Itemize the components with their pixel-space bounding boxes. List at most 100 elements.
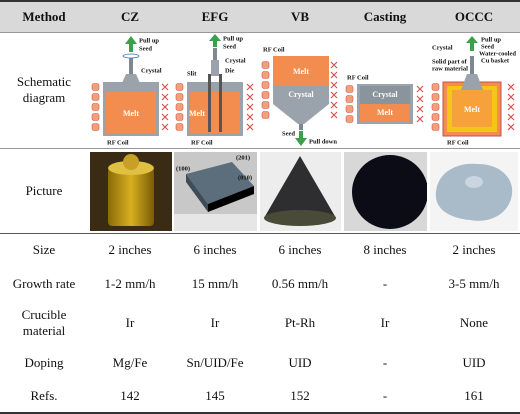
table-cell: Ir xyxy=(210,314,220,330)
header-cell: VB xyxy=(290,8,310,24)
seed xyxy=(299,124,303,130)
top-rule xyxy=(0,0,520,2)
label: Slit xyxy=(187,70,197,77)
table-cell: 142 xyxy=(120,388,140,403)
coil xyxy=(507,113,515,121)
coil xyxy=(246,83,254,91)
coil xyxy=(416,115,424,123)
melt xyxy=(273,56,329,86)
ruler xyxy=(174,214,257,231)
coil xyxy=(507,103,515,111)
header-cell: Method xyxy=(22,8,66,24)
coil xyxy=(345,105,354,113)
label: Seed xyxy=(139,45,152,52)
arrow xyxy=(129,44,133,52)
die xyxy=(208,74,211,132)
table-cell: Pt-Rh xyxy=(284,314,316,330)
crystal xyxy=(264,156,336,218)
coil xyxy=(345,85,354,93)
label: Melt xyxy=(123,109,139,118)
coil xyxy=(175,113,184,121)
coil xyxy=(431,123,440,131)
table-cell: - xyxy=(382,354,388,370)
wafer-edge xyxy=(208,186,254,212)
label: Crystal xyxy=(372,90,398,99)
label: Die xyxy=(225,67,235,74)
coil xyxy=(507,83,515,91)
coil xyxy=(161,113,169,121)
bottom-rule xyxy=(0,412,520,414)
coil xyxy=(330,91,338,99)
die xyxy=(219,74,222,132)
arrow xyxy=(213,41,217,47)
row-label: Schematic diagram xyxy=(16,74,72,105)
table-cell: 6 inches xyxy=(193,242,237,257)
label: (201) xyxy=(236,154,250,161)
arrow xyxy=(295,138,307,146)
coil xyxy=(175,83,184,91)
label: Crystal xyxy=(141,67,162,74)
row-label: Growth rate xyxy=(12,275,76,291)
label: Pull down xyxy=(309,138,337,145)
table-cell: Ir xyxy=(380,314,390,330)
melt xyxy=(190,92,240,133)
table-cell: 6 inches xyxy=(278,242,322,257)
coil xyxy=(330,61,338,69)
crystal xyxy=(352,155,427,229)
coil xyxy=(330,71,338,79)
wafer-edge xyxy=(186,174,208,212)
table-cell: 152 xyxy=(290,388,310,403)
coil xyxy=(330,81,338,89)
label: Melt xyxy=(377,108,393,117)
coil xyxy=(175,103,184,111)
coil xyxy=(161,123,169,131)
table-cell: UID xyxy=(288,354,312,370)
label: Melt xyxy=(293,67,309,76)
table-cell: None xyxy=(459,314,489,330)
row-label: Doping xyxy=(24,354,64,370)
header-cell: Casting xyxy=(363,8,407,24)
rotation xyxy=(122,53,140,59)
label: RF Coil xyxy=(191,139,213,146)
crystal xyxy=(461,74,483,90)
coil xyxy=(161,83,169,91)
table-cell: 8 inches xyxy=(363,242,407,257)
row-label: Refs. xyxy=(30,388,58,403)
vb-picture xyxy=(260,152,341,231)
coil xyxy=(261,91,270,99)
casting-picture xyxy=(344,152,427,231)
coil xyxy=(416,85,424,93)
table-cell: 15 mm/h xyxy=(191,275,239,291)
coil xyxy=(91,103,100,111)
coil xyxy=(246,93,254,101)
label: Melt xyxy=(189,109,205,118)
table-cell: 1-2 mm/h xyxy=(104,275,156,291)
occc-picture xyxy=(430,152,518,231)
table-cell: - xyxy=(382,275,388,291)
coil xyxy=(431,103,440,111)
crystal-base xyxy=(264,210,336,226)
seed xyxy=(470,56,474,74)
coil xyxy=(246,123,254,131)
casting-schematic: RF Coil Crystal Melt xyxy=(345,74,424,124)
cone xyxy=(273,104,329,124)
label: Seed xyxy=(481,43,494,50)
melt xyxy=(360,104,410,122)
occc-schematic: Crystal Pull up Seed Water-cooled Cu bas… xyxy=(431,36,516,146)
label: Crystal xyxy=(432,44,453,51)
arrow xyxy=(466,36,478,43)
label: Pull up xyxy=(223,35,243,42)
crystal xyxy=(273,86,329,104)
rule xyxy=(0,32,520,33)
coil xyxy=(431,93,440,101)
label: raw material xyxy=(432,65,468,72)
coil xyxy=(175,93,184,101)
table-cell: 2 inches xyxy=(452,242,496,257)
seed xyxy=(213,48,217,60)
coil xyxy=(345,115,354,123)
coil xyxy=(246,113,254,121)
label: Seed xyxy=(282,130,295,137)
label: RF Coil xyxy=(263,46,285,53)
header-background xyxy=(0,1,520,32)
label: Water-cooled xyxy=(479,50,516,57)
